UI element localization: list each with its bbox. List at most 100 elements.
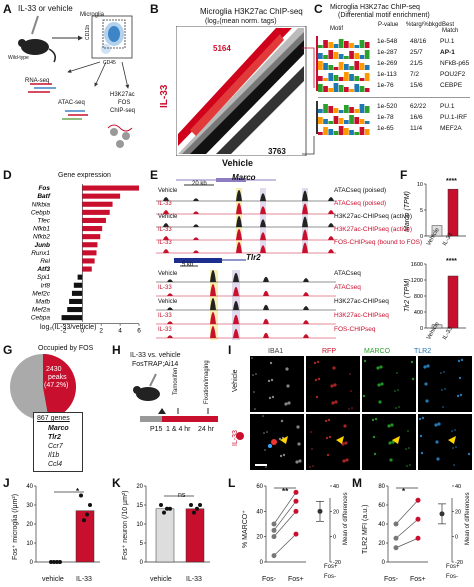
panel-label-g: G bbox=[3, 343, 13, 357]
g-gene-5: Ccl4 bbox=[48, 461, 63, 468]
injection-marker bbox=[158, 408, 166, 414]
c-pvalue: 1e-520 bbox=[377, 103, 398, 110]
treatment-label: IL-33 or vehicle bbox=[18, 4, 73, 13]
bar-Spi1 bbox=[77, 274, 83, 280]
l-ylabel: % MARCO⁺ bbox=[242, 510, 249, 548]
marco-gene-label: Marco bbox=[232, 173, 256, 182]
il33-dot-marker bbox=[236, 432, 244, 440]
y-tick: 40 bbox=[256, 509, 263, 515]
l-sig: ** bbox=[282, 487, 289, 496]
timeline-il33 bbox=[162, 416, 218, 422]
data-point bbox=[165, 506, 169, 511]
tick-label-Cebpa: Cebpa bbox=[31, 315, 51, 322]
d-title: Gene expression bbox=[58, 172, 111, 179]
panel-label-h: H bbox=[112, 343, 121, 357]
pie-slice-fos bbox=[43, 354, 77, 420]
pair-line bbox=[273, 533, 297, 556]
bar-Rel bbox=[82, 258, 95, 264]
tick-label-Runx1: Runx1 bbox=[31, 250, 50, 257]
l-mean-diff: Mean of differences bbox=[343, 492, 349, 545]
motif-logo bbox=[318, 61, 370, 70]
c-upper-bracket bbox=[316, 36, 318, 91]
f-ytick: 5 bbox=[420, 208, 423, 214]
tick-label-Tfec: Tfec bbox=[37, 218, 50, 225]
e-cond-label: Vehicle bbox=[158, 188, 178, 194]
motif-logo bbox=[318, 83, 370, 92]
y-tick: 0 bbox=[260, 560, 264, 566]
bar-Atf3 bbox=[82, 266, 92, 272]
pair-line bbox=[273, 500, 297, 531]
data-point bbox=[52, 560, 56, 564]
i-scale-bar bbox=[255, 464, 267, 466]
e-cond-label: Vehicle bbox=[158, 299, 178, 305]
f-ytick: 1200 bbox=[411, 278, 423, 284]
track-tlr2-4 bbox=[156, 326, 336, 339]
y-tick: 20 bbox=[26, 522, 33, 528]
x-tick-6: 6 bbox=[137, 328, 141, 335]
chipseq-line2: FOS bbox=[118, 100, 131, 106]
bar-Nfkbia bbox=[82, 201, 113, 207]
j-bar-chart: 0 10 20 30 40 bbox=[26, 484, 100, 566]
bar-Nfkb2 bbox=[82, 234, 101, 240]
rnaseq-label: RNA-seq bbox=[25, 78, 50, 84]
e-genome-tracks bbox=[156, 178, 336, 340]
data-point bbox=[162, 510, 166, 515]
c-pct: 25/7 bbox=[410, 49, 423, 56]
bar-Fos bbox=[82, 185, 139, 191]
f-bar-Vehicle bbox=[431, 225, 443, 237]
y-tick: 0 bbox=[30, 560, 34, 566]
c-pvalue: 1e-78 bbox=[377, 114, 394, 121]
y-tick: 30 bbox=[26, 503, 33, 509]
e-track-label: ATACseq (poised) bbox=[334, 187, 387, 194]
track-tlr2-3 bbox=[156, 312, 336, 325]
tick-label-Nfkbia: Nfkbia bbox=[32, 201, 51, 208]
point-fos-neg bbox=[393, 545, 399, 551]
h-timeline bbox=[133, 373, 218, 422]
c-pct: 16/6 bbox=[410, 114, 423, 121]
x-tick--2: -2 bbox=[61, 328, 67, 335]
micrograph-Vehicle-TLR2 bbox=[418, 356, 472, 412]
chipseq-line3: ChIP-seq bbox=[110, 108, 136, 114]
motif-logo bbox=[318, 39, 370, 48]
diff-tick: -20 bbox=[455, 560, 463, 566]
up-count: 5164 bbox=[213, 44, 231, 53]
data-point bbox=[88, 503, 92, 507]
d-xlabel: log₂(IL-33/vehicle) bbox=[40, 324, 97, 331]
c-pvalue: 1e-269 bbox=[377, 60, 398, 67]
g-pie bbox=[10, 354, 77, 420]
track-marco-3 bbox=[156, 229, 336, 241]
c-pct: 62/22 bbox=[410, 103, 427, 110]
bar-Junb bbox=[82, 242, 98, 248]
tlr2-gene-model bbox=[174, 258, 222, 263]
bar-Cebpb bbox=[82, 209, 110, 215]
data-point bbox=[55, 560, 59, 564]
motif-logo bbox=[318, 115, 370, 124]
y-tick: 20 bbox=[256, 535, 263, 541]
c-best-match: AP-1 bbox=[440, 49, 455, 56]
e-cond-label: IL-33 bbox=[158, 240, 172, 246]
e-track-label: H3K27ac-CHIPseq (active) bbox=[334, 226, 413, 233]
h-line2: FosTRAP;Ai14 bbox=[132, 361, 179, 368]
bar-Tfec bbox=[82, 217, 106, 223]
c-pct: 11/4 bbox=[410, 125, 423, 132]
m-paired-plot: 0 20 40 60 80 -20 0 20 40 bbox=[378, 484, 463, 566]
h-t1: 1 & 4 hr bbox=[166, 426, 191, 433]
l-x2: Fos+ bbox=[288, 576, 304, 583]
i-col-rfp: RFP bbox=[322, 348, 336, 355]
m-ylabel: TLR2 MFI (a.u.) bbox=[362, 504, 369, 554]
panel-label-k: K bbox=[112, 476, 121, 490]
y-tick: 80 bbox=[378, 484, 385, 490]
e-track-label: FOS-CHIPseq bbox=[334, 326, 376, 333]
y-tick: 5 bbox=[140, 541, 144, 547]
syringe-icon bbox=[149, 373, 157, 387]
h-t2: 24 hr bbox=[198, 426, 214, 433]
data-point bbox=[189, 503, 193, 507]
pair-line bbox=[273, 492, 297, 525]
micrograph-Vehicle-RFP bbox=[306, 356, 360, 412]
track-marco-1 bbox=[156, 203, 336, 215]
m-diff-bot: Fos- bbox=[446, 574, 458, 580]
bar-Nfkb1 bbox=[82, 226, 103, 232]
tick-label-Cebpb: Cebpb bbox=[31, 209, 51, 216]
point-fos-pos bbox=[415, 497, 421, 503]
panel-label-e: E bbox=[150, 168, 159, 182]
